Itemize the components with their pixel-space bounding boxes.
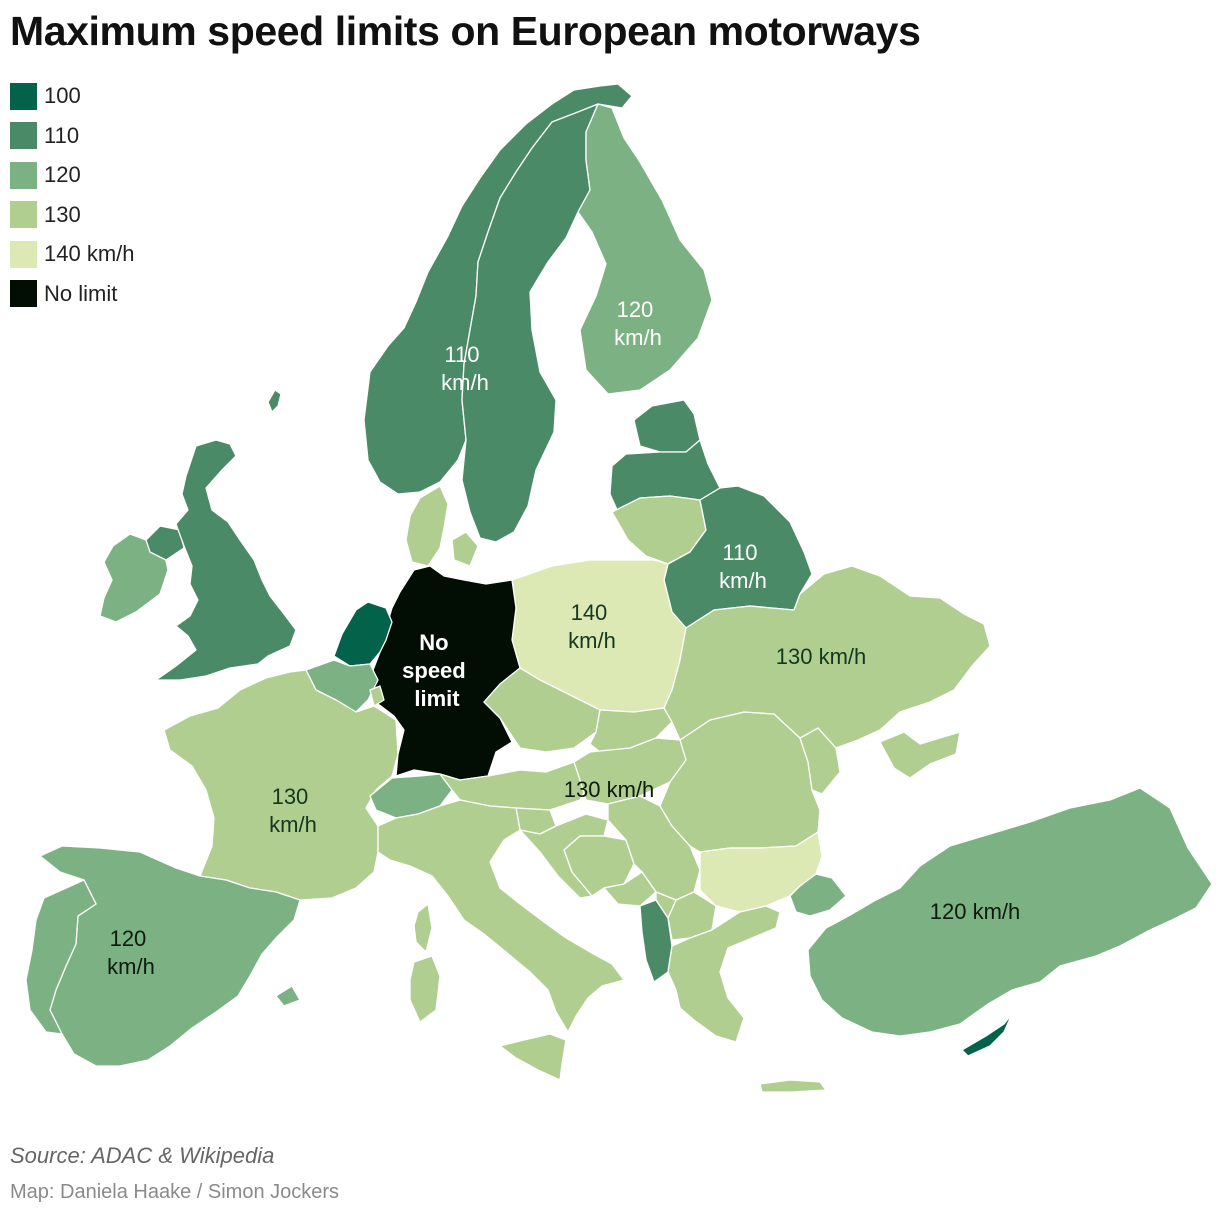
region-kosovo[interactable] bbox=[655, 891, 677, 919]
region-crete[interactable] bbox=[759, 1079, 827, 1093]
legend-item-140: 140 km/h bbox=[10, 240, 135, 268]
region-crimea[interactable] bbox=[879, 731, 961, 779]
legend-label: 100 bbox=[44, 83, 81, 108]
label-sweden-norway-line2: km/h bbox=[441, 370, 489, 395]
region-bosnia[interactable] bbox=[563, 835, 635, 897]
region-north-macedonia[interactable] bbox=[667, 891, 717, 941]
legend-label: 110 bbox=[44, 122, 80, 148]
region-greece[interactable] bbox=[667, 905, 781, 1043]
region-balearics[interactable] bbox=[275, 985, 301, 1007]
region-sicily[interactable] bbox=[499, 1033, 567, 1081]
label-central: 130 km/h bbox=[564, 777, 655, 802]
label-france-line2: km/h bbox=[269, 812, 317, 837]
region-france[interactable] bbox=[163, 669, 399, 901]
map-labels: 120 km/h 110 km/h 110 km/h 140 km/h No s… bbox=[107, 297, 1020, 979]
legend-swatch-100 bbox=[10, 82, 37, 110]
legend-swatch-no-limit bbox=[10, 280, 37, 308]
label-germany-line1: No bbox=[419, 630, 448, 655]
label-france-line1: 130 bbox=[272, 784, 309, 809]
legend: 100 110 120 130 140 km/h No limit bbox=[10, 82, 135, 320]
region-finland[interactable] bbox=[577, 103, 713, 395]
legend-item-120: 120 bbox=[10, 161, 135, 189]
region-portugal[interactable] bbox=[25, 879, 97, 1035]
label-belarus: 110 km/h bbox=[719, 540, 767, 593]
region-ukraine[interactable] bbox=[663, 565, 991, 749]
label-belarus-line2: km/h bbox=[719, 568, 767, 593]
legend-item-110: 110 bbox=[10, 122, 135, 150]
legend-label: No limit bbox=[44, 280, 118, 306]
label-sweden-norway-line1: 110 bbox=[444, 342, 479, 367]
label-finland: 120 km/h bbox=[614, 297, 662, 350]
region-corsica[interactable] bbox=[413, 903, 433, 953]
legend-swatch-110 bbox=[10, 122, 37, 150]
label-germany: No speed limit bbox=[402, 630, 472, 711]
region-northern-ireland[interactable] bbox=[145, 525, 185, 561]
label-belarus-line1: 110 bbox=[722, 540, 757, 565]
label-spain: 120 km/h bbox=[107, 926, 155, 979]
map-title: Maximum speed limits on European motorwa… bbox=[10, 8, 921, 54]
label-spain-line1: 120 bbox=[110, 926, 147, 951]
label-germany-line2: speed bbox=[402, 658, 466, 683]
label-sweden-norway: 110 km/h bbox=[441, 342, 489, 395]
region-sardinia[interactable] bbox=[409, 955, 441, 1023]
region-turkey[interactable] bbox=[807, 787, 1213, 1037]
region-cyprus[interactable] bbox=[961, 1013, 1013, 1057]
region-turkey-thrace[interactable] bbox=[789, 873, 847, 917]
region-sweden[interactable] bbox=[461, 103, 599, 543]
label-poland-line2: km/h bbox=[568, 628, 616, 653]
legend-swatch-140 bbox=[10, 240, 37, 268]
region-estonia[interactable] bbox=[633, 399, 701, 453]
region-denmark[interactable] bbox=[405, 485, 479, 567]
legend-swatch-130 bbox=[10, 201, 37, 229]
region-great-britain[interactable] bbox=[155, 439, 297, 681]
label-turkey: 120 km/h bbox=[930, 899, 1021, 924]
legend-item-130: 130 bbox=[10, 201, 135, 229]
region-italy[interactable] bbox=[377, 799, 625, 1033]
label-spain-line2: km/h bbox=[107, 954, 155, 979]
credit-note: Map: Daniela Haake / Simon Jockers bbox=[10, 1181, 340, 1203]
legend-label: 120 bbox=[44, 162, 81, 188]
label-france: 130 km/h bbox=[269, 784, 317, 837]
legend-label: 130 bbox=[44, 201, 81, 227]
region-slovakia[interactable] bbox=[589, 707, 673, 753]
legend-swatch-120 bbox=[10, 161, 37, 189]
source-note: Source: ADAC & Wikipedia bbox=[10, 1143, 275, 1168]
legend-item-100: 100 bbox=[10, 82, 135, 110]
label-poland: 140 km/h bbox=[568, 600, 616, 653]
label-germany-line3: limit bbox=[414, 686, 460, 711]
label-finland-line1: 120 bbox=[617, 297, 654, 322]
legend-label: 140 km/h bbox=[44, 241, 135, 267]
legend-item-no-limit: No limit bbox=[10, 280, 135, 308]
region-switzerland[interactable] bbox=[369, 773, 453, 819]
label-finland-line2: km/h bbox=[614, 325, 662, 350]
label-poland-line1: 140 bbox=[571, 600, 608, 625]
region-luxembourg[interactable] bbox=[369, 685, 385, 707]
label-ukraine: 130 km/h bbox=[776, 644, 867, 669]
region-iceland[interactable] bbox=[267, 389, 282, 413]
region-netherlands[interactable] bbox=[333, 601, 393, 667]
